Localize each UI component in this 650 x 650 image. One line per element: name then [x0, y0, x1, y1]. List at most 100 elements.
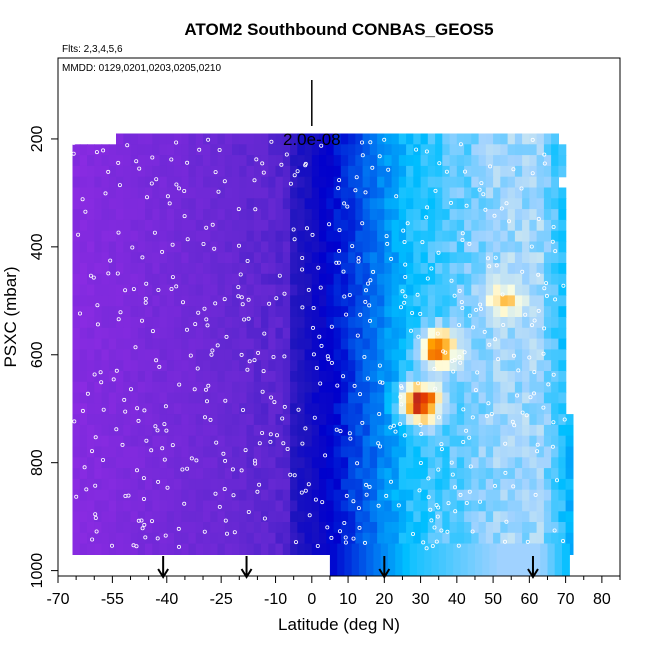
- heatmap-cell: [195, 392, 204, 404]
- heatmap-cell: [72, 381, 81, 394]
- heatmap-cell: [108, 187, 117, 199]
- sample-point: [501, 322, 506, 327]
- heatmap-cell: [290, 284, 298, 296]
- heatmap-cell: [137, 403, 146, 415]
- heatmap-cell: [297, 165, 306, 178]
- heatmap-cell: [442, 403, 451, 415]
- sample-point: [209, 352, 214, 357]
- sample-point: [335, 383, 340, 388]
- heatmap-cell: [514, 241, 523, 253]
- heatmap-cell: [551, 468, 559, 480]
- heatmap-cell: [137, 165, 146, 178]
- heatmap-cell: [478, 381, 487, 394]
- heatmap-cell: [159, 327, 168, 340]
- heatmap-cell: [507, 155, 516, 167]
- heatmap-cell: [478, 392, 487, 404]
- sample-point: [93, 435, 98, 440]
- heatmap-cell: [79, 349, 88, 361]
- heatmap-cell: [87, 360, 95, 372]
- heatmap-cell: [282, 424, 291, 437]
- sample-point: [419, 431, 424, 436]
- heatmap-cell: [384, 306, 393, 318]
- heatmap-cell: [188, 381, 197, 394]
- heatmap-cell: [384, 349, 393, 361]
- heatmap-cell: [420, 381, 429, 394]
- heatmap-cell: [123, 414, 132, 426]
- heatmap-cell: [275, 392, 284, 404]
- heatmap-cell: [348, 263, 356, 275]
- heatmap-cell: [362, 381, 371, 394]
- heatmap-cell: [108, 295, 117, 307]
- heatmap-cell: [427, 500, 436, 512]
- heatmap-cell: [239, 252, 248, 264]
- sample-point: [74, 494, 79, 499]
- heatmap-cell: [536, 198, 545, 210]
- heatmap-cell: [493, 424, 501, 437]
- heatmap-cell: [311, 306, 320, 318]
- heatmap-cell: [340, 133, 349, 145]
- heatmap-cell: [340, 252, 349, 264]
- heatmap-cell: [174, 241, 182, 253]
- heatmap-cell: [137, 360, 146, 372]
- sample-point: [512, 423, 517, 428]
- sample-point: [84, 487, 89, 492]
- heatmap-cell: [181, 144, 190, 156]
- heatmap-cell: [435, 133, 443, 145]
- heatmap-cell: [398, 338, 407, 350]
- heatmap-cell: [558, 414, 567, 426]
- heatmap-cell: [181, 317, 190, 329]
- heatmap-cell: [442, 478, 451, 491]
- heatmap-cell: [159, 532, 168, 545]
- heatmap-cell: [282, 446, 291, 458]
- heatmap-cell: [558, 468, 567, 480]
- heatmap-cell: [369, 230, 378, 243]
- heatmap-cell: [145, 360, 153, 372]
- sample-point: [536, 308, 541, 313]
- sample-point: [170, 275, 175, 280]
- heatmap-cell: [456, 392, 465, 404]
- heatmap-cell: [413, 435, 422, 448]
- heatmap-cell: [449, 360, 458, 372]
- heatmap-cell: [427, 511, 436, 523]
- heatmap-cell: [442, 209, 451, 221]
- heatmap-cell: [326, 478, 335, 491]
- heatmap-cell: [536, 155, 545, 167]
- heatmap-cell: [369, 446, 378, 458]
- heatmap-cell: [529, 198, 538, 210]
- heatmap-cell: [398, 230, 407, 243]
- heatmap-cell: [239, 219, 248, 232]
- sample-point: [338, 429, 343, 434]
- heatmap-cell: [449, 489, 458, 502]
- sample-point: [418, 311, 423, 316]
- heatmap-cell: [329, 543, 338, 576]
- heatmap-cell: [282, 457, 291, 469]
- heatmap-cell: [362, 317, 371, 329]
- heatmap-cell: [94, 478, 103, 491]
- heatmap-cell: [72, 468, 81, 480]
- heatmap-cell: [290, 522, 298, 534]
- heatmap-cell: [427, 241, 436, 253]
- heatmap-cell: [384, 198, 393, 210]
- heatmap-cell: [297, 392, 306, 404]
- heatmap-cell: [435, 176, 443, 189]
- heatmap-cell: [253, 371, 262, 383]
- heatmap-cell: [522, 435, 530, 448]
- heatmap-cell: [268, 522, 277, 534]
- heatmap-cell: [406, 414, 414, 426]
- sample-point: [280, 416, 285, 421]
- heatmap-cell: [551, 414, 559, 426]
- heatmap-cell: [514, 144, 523, 156]
- heatmap-cell: [261, 155, 269, 167]
- heatmap-cell: [485, 176, 494, 189]
- sample-point: [182, 501, 187, 506]
- heatmap-cell: [369, 522, 378, 534]
- heatmap-cell: [246, 230, 255, 243]
- heatmap-cell: [152, 446, 161, 458]
- sample-point: [341, 374, 346, 379]
- heatmap-cell: [355, 532, 364, 545]
- heatmap-cell: [427, 295, 436, 307]
- heatmap-cell: [282, 338, 291, 350]
- heatmap-cell: [478, 403, 487, 415]
- heatmap-cell: [522, 219, 530, 232]
- heatmap-cell: [116, 284, 124, 296]
